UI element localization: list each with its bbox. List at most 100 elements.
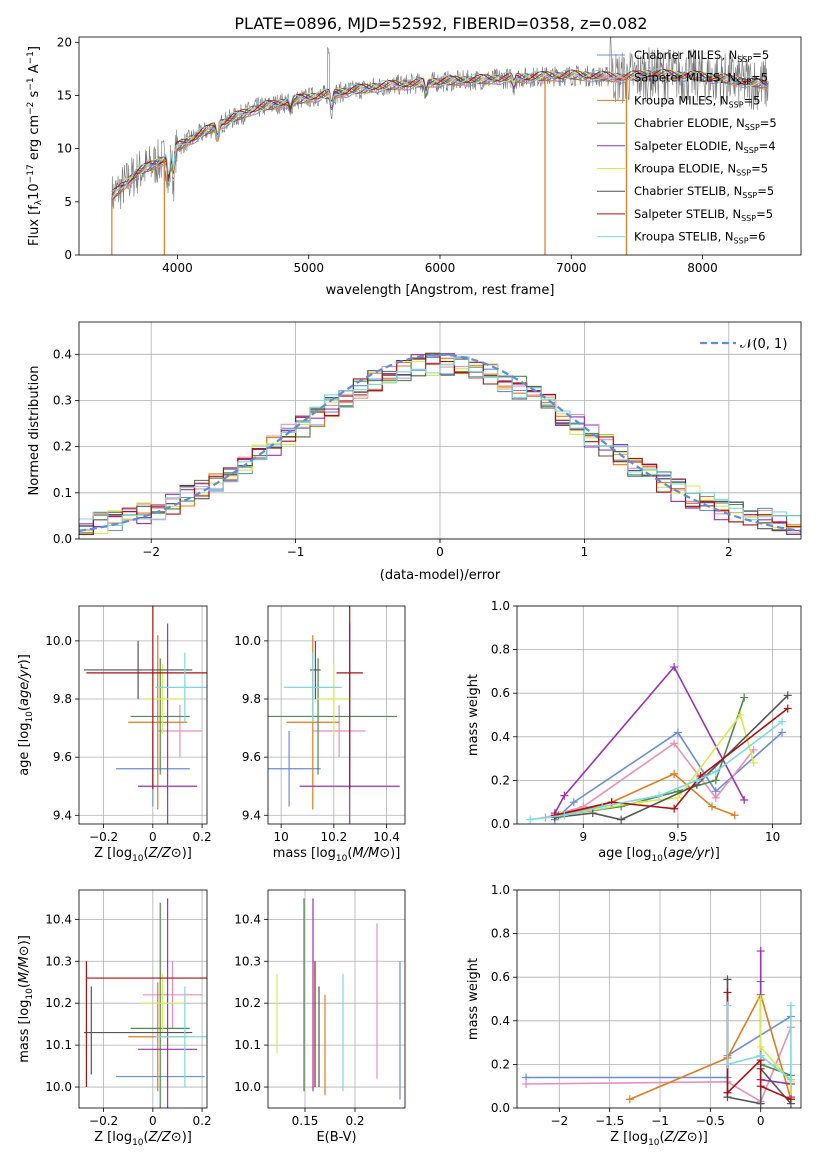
x-tick-label: 10.2 — [321, 830, 348, 844]
legend-sub: SSP — [745, 123, 760, 132]
x-tick-label: −2 — [142, 545, 160, 559]
legend-entry: Salpeter ELODIE, NSSP=4 — [634, 139, 776, 155]
x-axis-label: Z [log10(Z/Z⊙)] — [610, 1130, 708, 1148]
x-axis-label: E(B-V) — [316, 1130, 356, 1145]
point-marker — [756, 947, 765, 956]
x-tick-label: −1 — [651, 1114, 669, 1128]
point-marker — [783, 691, 792, 700]
label-part: Z [log — [94, 1130, 132, 1145]
legend-entry: Kroupa STELIB, NSSP=6 — [634, 230, 765, 246]
label-part: )] — [698, 1130, 708, 1145]
spectrum-lines — [111, 37, 769, 255]
spectrum-panel: 4000 5000 6000 7000 8000 0 5 10 15 20 Chabrier MIL… — [26, 35, 802, 298]
y-tick-label: 10.1 — [234, 1038, 261, 1052]
y-label-part: −1 — [26, 51, 36, 64]
point-marker — [588, 809, 597, 818]
axes-frame — [267, 889, 406, 1109]
model-line — [111, 70, 769, 199]
label-part: ( — [17, 983, 32, 988]
label-part: age [log — [17, 723, 32, 776]
y-axis-label: age [log10(age/yr)] — [17, 654, 35, 776]
point-marker — [522, 1080, 531, 1089]
point-marker — [778, 728, 787, 737]
y-label-part: λ — [34, 199, 44, 205]
point-marker — [526, 815, 535, 824]
label-sub: 10 — [651, 854, 663, 864]
y-tick-label: 9.6 — [53, 750, 72, 764]
legend-label: Salpeter ELODIE, N — [634, 139, 744, 153]
x-axis-label: Z [log10(Z/Z⊙)] — [94, 846, 192, 864]
legend-entry: Kroupa ELODIE, NSSP=5 — [634, 162, 768, 178]
y-tick-label: 0.3 — [53, 393, 72, 407]
y-tick-label: 10.4 — [45, 912, 72, 926]
point-marker — [723, 975, 732, 984]
x-axis-label: mass [log10(M/M⊙)] — [273, 846, 401, 864]
y-tick-label: 9.8 — [53, 692, 72, 706]
point-marker — [723, 1060, 732, 1069]
label-italic: Z/Z⊙ — [148, 846, 182, 861]
model-line — [111, 68, 769, 192]
y-tick-label: 9.6 — [242, 750, 261, 764]
label-part: Z [log — [94, 846, 132, 861]
series-lines — [522, 947, 795, 1108]
y-tick-label: 10.3 — [234, 954, 261, 968]
y-label-part: −1 — [26, 77, 36, 90]
y-tick-label: 9.4 — [242, 808, 261, 822]
y-label-part: ] — [27, 46, 42, 51]
y-tick-label: 0.0 — [491, 1101, 510, 1115]
mass_vs_ebv-panel: 0.15 0.2 10.0 10.1 10.2 10.3 10.4 E(B-V) — [234, 889, 406, 1145]
error-bars — [83, 606, 207, 824]
y-tick-label: 0.2 — [491, 1057, 510, 1071]
mass_weight_vs_Z-panel: −2 −1.5 −1 −0.5 0 0.0 0.2 0.4 0.6 0.8 1.0 Z [log10(… — [466, 883, 802, 1148]
x-tick-label: −0.5 — [696, 1114, 725, 1128]
legend-label: Chabrier MILES, N — [634, 48, 737, 62]
legend-label: Chabrier ELODIE, N — [634, 116, 745, 130]
x-tick-label: −1 — [287, 545, 305, 559]
point-marker — [786, 1095, 795, 1104]
legend-tail: =5 — [760, 116, 777, 130]
legend-label: Kroupa MILES, N — [634, 93, 729, 107]
point-marker — [569, 798, 578, 807]
legend-entry: Kroupa MILES, NSSP=5 — [634, 93, 760, 109]
point-marker — [670, 739, 679, 748]
gaussian-curve — [79, 353, 801, 532]
y-tick-label: 10.0 — [234, 634, 261, 648]
x-axis-label: Z [log10(Z/Z⊙)] — [94, 1130, 192, 1148]
model-line — [111, 69, 769, 196]
point-marker — [670, 663, 679, 672]
x-tick-label: 2 — [725, 545, 733, 559]
legend-sub: SSP — [741, 214, 756, 223]
x-tick-label: 0.2 — [193, 830, 212, 844]
model-line — [111, 70, 769, 200]
axes-frame — [78, 321, 802, 540]
y-tick-label: 1.0 — [491, 883, 510, 897]
legend-sub: SSP — [736, 78, 751, 87]
y-tick-label: 5 — [64, 195, 72, 209]
label-part: )] — [17, 935, 32, 945]
y-tick-label: 20 — [57, 35, 72, 49]
label-sub: 10 — [25, 988, 35, 1000]
legend-sub: SSP — [734, 237, 749, 246]
error-bars — [268, 606, 400, 824]
y-tick-label: 10.0 — [45, 1080, 72, 1094]
legend-tail: =5 — [751, 71, 768, 85]
axes-frame — [78, 605, 208, 825]
x-tick-label: −0.2 — [89, 1114, 118, 1128]
point-marker — [723, 1001, 732, 1010]
point-marker — [740, 693, 749, 702]
legend-label: Chabrier STELIB, N — [634, 184, 742, 198]
legend-tail: =6 — [749, 230, 766, 244]
x-tick-label: 10.4 — [373, 830, 400, 844]
y-tick-label: 0.6 — [491, 970, 510, 984]
y-tick-label: 10.3 — [45, 954, 72, 968]
label-italic: Z/Z⊙ — [664, 1130, 698, 1145]
label-part: ( — [144, 1130, 149, 1145]
series-lines — [526, 663, 792, 824]
y-tick-label: 0.0 — [491, 817, 510, 831]
x-tick-label: 0 — [149, 830, 157, 844]
axes-frame — [267, 605, 406, 825]
point-marker — [756, 1042, 765, 1051]
x-axis-label: wavelength [Angstrom, rest frame] — [326, 283, 555, 298]
